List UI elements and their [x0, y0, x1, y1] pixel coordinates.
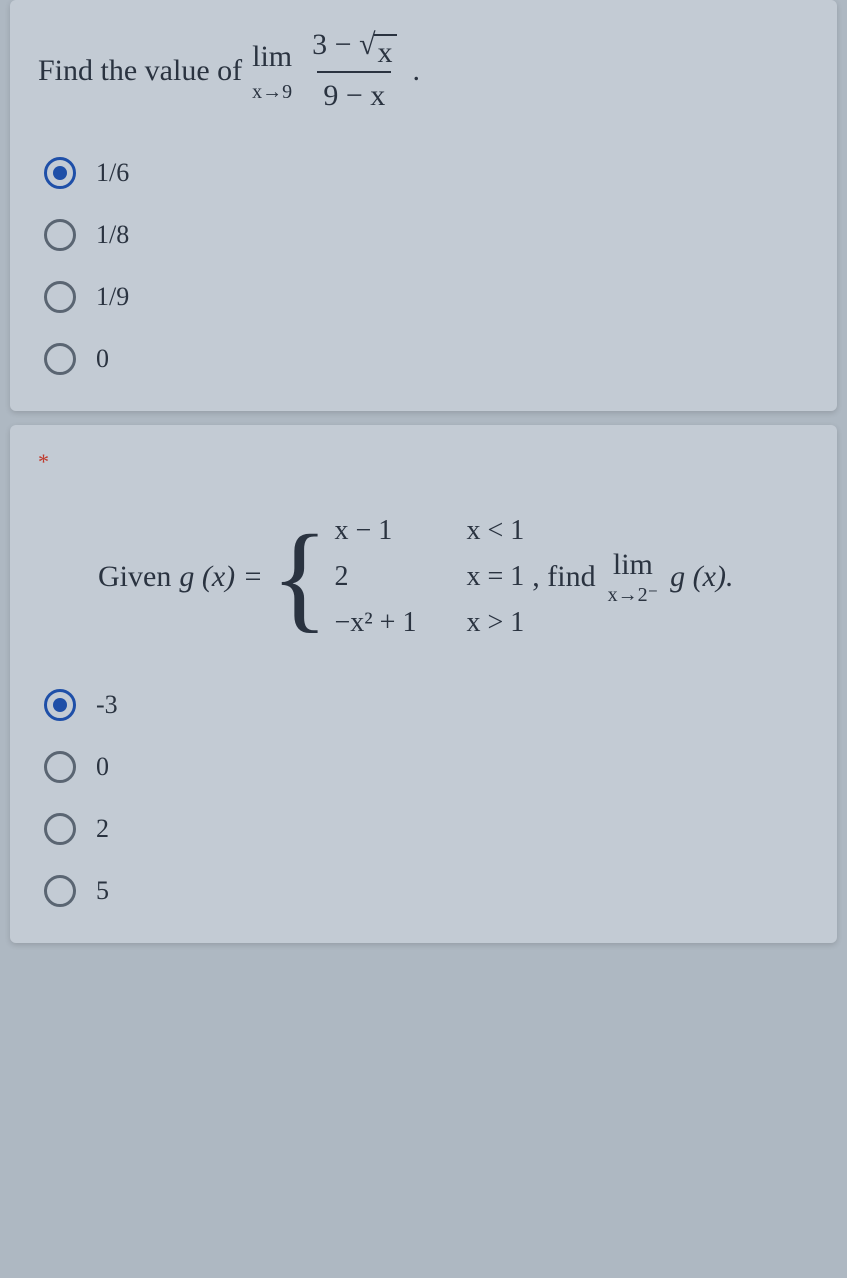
q2-option-3[interactable]: 2: [44, 813, 809, 845]
radio-icon: [44, 281, 76, 313]
q1-options: 1/6 1/8 1/9 0: [38, 157, 809, 375]
option-label: -3: [96, 690, 118, 720]
q2-gx-eq: g (x) =: [179, 560, 263, 594]
radio-icon: [44, 875, 76, 907]
q1-option-3[interactable]: 1/9: [44, 281, 809, 313]
question2-prompt: Given g (x) = { x − 1 x < 1 2 x = 1 −x² …: [98, 515, 809, 639]
case1-expr: x − 1: [334, 515, 416, 547]
q1-fraction: 3 − √x 9 − x: [306, 24, 402, 117]
option-label: 1/8: [96, 220, 129, 250]
lim-label: lim: [613, 548, 653, 582]
lim-sub: x→9: [252, 78, 292, 106]
radio-icon: [44, 343, 76, 375]
q2-option-2[interactable]: 0: [44, 751, 809, 783]
q1-numerator: 3 − √x: [306, 24, 402, 71]
case1-cond: x < 1: [466, 515, 524, 547]
brace-icon: {: [271, 523, 329, 631]
q1-option-1[interactable]: 1/6: [44, 157, 809, 189]
question-card-2: * Given g (x) = { x − 1 x < 1 2 x = 1 −x…: [10, 425, 837, 943]
q2-find: , find: [532, 560, 595, 594]
option-label: 0: [96, 344, 109, 374]
radio-icon: [44, 813, 76, 845]
q1-option-2[interactable]: 1/8: [44, 219, 809, 251]
q2-options: -3 0 2 5: [38, 689, 809, 907]
q1-limit: lim x→9: [252, 36, 292, 106]
option-label: 5: [96, 876, 109, 906]
case2-cond: x = 1: [466, 561, 524, 593]
option-label: 0: [96, 752, 109, 782]
required-marker: *: [38, 449, 809, 475]
radio-icon: [44, 219, 76, 251]
sqrt: √x: [359, 30, 396, 69]
q2-gx: g (x).: [670, 560, 733, 594]
piecewise-cases: x − 1 x < 1 2 x = 1 −x² + 1 x > 1: [334, 515, 524, 639]
option-label: 1/9: [96, 282, 129, 312]
q1-prefix: Find the value of: [38, 50, 242, 92]
lim-label: lim: [252, 36, 292, 78]
question1-prompt: Find the value of lim x→9 3 − √x 9 − x .: [38, 24, 809, 117]
q1-option-4[interactable]: 0: [44, 343, 809, 375]
case3-expr: −x² + 1: [334, 607, 416, 639]
q2-given: Given: [98, 560, 171, 594]
q2-limit: lim x→2⁻: [608, 548, 659, 607]
q2-option-1[interactable]: -3: [44, 689, 809, 721]
q2-option-4[interactable]: 5: [44, 875, 809, 907]
radio-selected-icon: [44, 157, 76, 189]
lim-sub: x→2⁻: [608, 582, 659, 607]
case2-expr: 2: [334, 561, 416, 593]
case3-cond: x > 1: [466, 607, 524, 639]
question-card-1: Find the value of lim x→9 3 − √x 9 − x .…: [10, 0, 837, 411]
q1-period: .: [413, 50, 421, 92]
piecewise: { x − 1 x < 1 2 x = 1 −x² + 1 x > 1: [271, 515, 524, 639]
radio-selected-icon: [44, 689, 76, 721]
q1-denominator: 9 − x: [317, 71, 391, 117]
option-label: 2: [96, 814, 109, 844]
option-label: 1/6: [96, 158, 129, 188]
radio-icon: [44, 751, 76, 783]
